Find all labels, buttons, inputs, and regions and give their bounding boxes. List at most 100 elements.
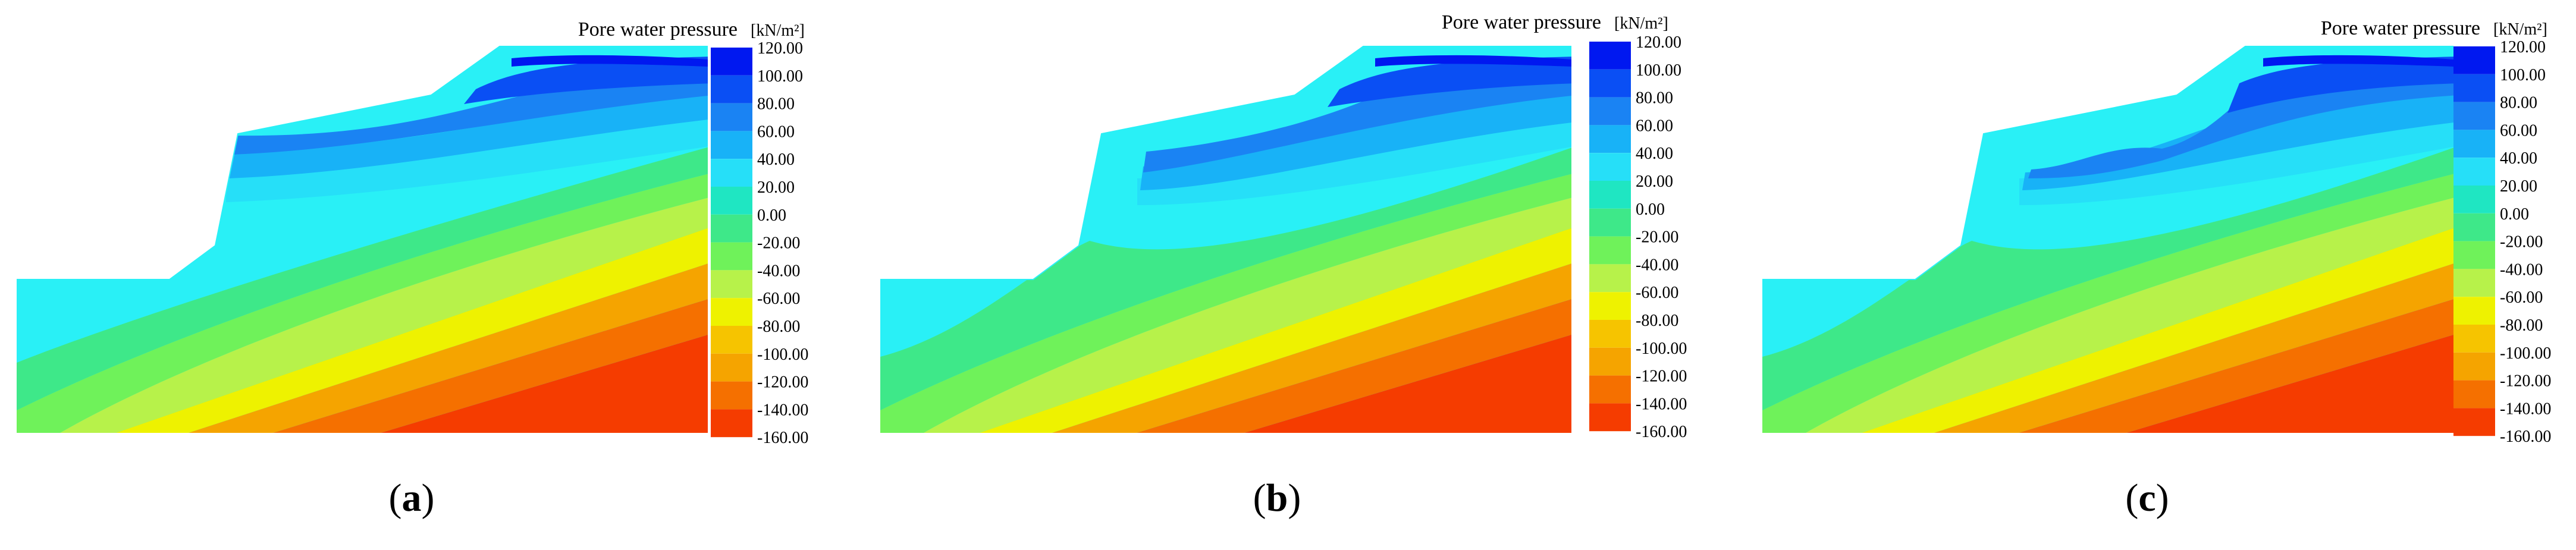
- legend-swatch: [711, 409, 752, 438]
- band-green-a: [17, 146, 708, 410]
- legend-swatch: [1589, 292, 1631, 320]
- legend-title-b: Pore water pressure: [1442, 11, 1601, 33]
- band-yellowgreen-b: [911, 196, 1571, 433]
- legend-tick-label: -160.00: [757, 429, 808, 447]
- band-skyblue-b: [1140, 89, 1571, 190]
- legend-swatch: [711, 75, 752, 103]
- legend-tick-label: 100.00: [1636, 61, 1681, 80]
- legend-tick-label: -40.00: [2500, 260, 2543, 279]
- contour-plot-b: [880, 46, 1571, 433]
- legend-swatch: [1589, 320, 1631, 348]
- legend-swatch: [1589, 181, 1631, 209]
- legend-tick-label: 0.00: [2500, 205, 2529, 224]
- legend-tick-label: 100.00: [2500, 66, 2546, 84]
- caption-c-letter: c: [2138, 476, 2156, 520]
- legend-swatch: [711, 131, 752, 159]
- band-lime-b: [880, 172, 1571, 433]
- legend-swatch: [2453, 74, 2495, 102]
- legend-tick-label: 20.00: [2500, 177, 2537, 196]
- legend-swatch: [711, 103, 752, 131]
- legend-tick-label: -140.00: [1636, 395, 1687, 413]
- caption-b: (b): [1253, 476, 1301, 520]
- legend-tick-label: -120.00: [1636, 367, 1687, 386]
- contour-plot-a: [17, 46, 708, 433]
- legend-swatch: [1589, 97, 1631, 125]
- legend-tick-label: 80.00: [1636, 89, 1673, 108]
- legend-tick-label: 120.00: [757, 39, 803, 58]
- legend-swatch: [2453, 269, 2495, 297]
- panel-b: Pore water pressure [kN/m²] 120.00 100.00…: [880, 11, 1687, 441]
- band-blue-b: [1143, 71, 1571, 172]
- caption-a-letter: a: [401, 476, 422, 520]
- legend-a: 120.00 100.00 80.00 60.00 40.00 20.00 0.00 -20.…: [711, 39, 808, 447]
- legend-tick-label: 80.00: [757, 95, 795, 114]
- legend-tick-label: -20.00: [757, 234, 800, 253]
- legend-unit-b: [kN/m²]: [1614, 14, 1668, 33]
- legend-swatch: [711, 298, 752, 326]
- legend-tick-label: -20.00: [1636, 228, 1678, 247]
- panel-c: Pore water pressure [kN/m²] 120.00 100.00…: [1762, 17, 2551, 446]
- legend-swatch: [711, 159, 752, 187]
- legend-swatch: [711, 187, 752, 215]
- caption-a: (a): [388, 476, 435, 520]
- slope-outline-a: [17, 46, 708, 280]
- legend-unit-c: [kN/m²]: [2493, 20, 2547, 39]
- legend-tick-label: -120.00: [2500, 372, 2551, 391]
- band-lime-a: [17, 172, 708, 433]
- legend-tick-label: -160.00: [1636, 423, 1687, 441]
- legend-swatch: [2453, 46, 2495, 74]
- legend-tick-label: -100.00: [2500, 344, 2551, 363]
- legend-swatch: [2453, 130, 2495, 158]
- legend-tick-label: -140.00: [757, 401, 808, 419]
- legend-swatch: [2453, 186, 2495, 213]
- legend-swatch: [2453, 158, 2495, 186]
- legend-tick-label: 120.00: [2500, 38, 2546, 56]
- legend-tick-label: 20.00: [757, 178, 795, 197]
- legend-swatch: [711, 353, 752, 382]
- legend-swatch: [711, 326, 752, 354]
- band-lightblue-a: [226, 113, 708, 202]
- legend-tick-label: -160.00: [2500, 428, 2551, 446]
- legend-title-c: Pore water pressure: [2321, 17, 2480, 39]
- panel-a: Pore water pressure [kN/m²] 120.00 100.00…: [17, 18, 808, 447]
- legend-tick-label: -60.00: [1636, 284, 1678, 302]
- legend-swatch: [711, 270, 752, 298]
- band-lime-c: [1762, 172, 2453, 433]
- legend-swatch: [711, 214, 752, 243]
- legend-swatch: [1589, 403, 1631, 432]
- legend-tick-label: 40.00: [1636, 144, 1673, 163]
- legend-swatch: [1589, 42, 1631, 70]
- legend-swatch: [2453, 408, 2495, 436]
- band-darkest-b: [1375, 55, 1571, 67]
- band-skyblue-a: [229, 89, 708, 178]
- legend-swatch: [2453, 241, 2495, 269]
- legend-unit-a: [kN/m²]: [751, 21, 805, 40]
- legend-tick-label: 20.00: [1636, 172, 1673, 191]
- band-blue-c: [2028, 70, 2453, 178]
- legend-swatch: [711, 242, 752, 271]
- legend-tick-label: -140.00: [2500, 400, 2551, 418]
- legend-swatch: [1589, 69, 1631, 98]
- legend-tick-label: 120.00: [1636, 33, 1681, 52]
- legend-tick-label: -40.00: [1636, 256, 1678, 274]
- legend-swatch: [1589, 264, 1631, 293]
- legend-tick-label: -20.00: [2500, 233, 2543, 252]
- legend-tick-label: 60.00: [2500, 121, 2537, 140]
- slope-outline-b: [880, 46, 1571, 280]
- legend-swatch: [1589, 208, 1631, 237]
- legend-tick-label: 60.00: [757, 122, 795, 141]
- band-deepblue-c: [2227, 56, 2453, 113]
- caption-c: (c): [2125, 476, 2169, 520]
- legend-tick-label: -80.00: [1636, 312, 1678, 330]
- legend-tick-label: 0.00: [1636, 200, 1665, 219]
- legend-swatch: [2453, 102, 2495, 130]
- band-green-b: [880, 146, 1571, 410]
- band-deepblue-a: [464, 56, 708, 104]
- legend-swatch: [711, 48, 752, 76]
- band-yellowgreen-c: [1793, 196, 2453, 433]
- band-darkest-a: [512, 55, 708, 67]
- legend-swatch: [2453, 352, 2495, 381]
- band-darkest-c: [2263, 55, 2453, 67]
- legend-swatch: [1589, 347, 1631, 376]
